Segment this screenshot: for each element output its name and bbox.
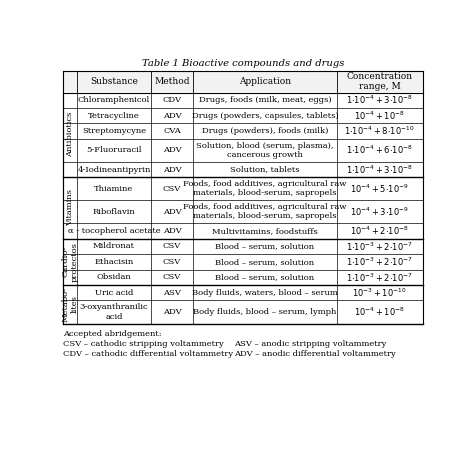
Text: ADV: ADV <box>163 208 182 216</box>
Bar <box>77 177 423 200</box>
Text: CVA: CVA <box>163 127 181 135</box>
Text: Method: Method <box>154 77 190 86</box>
Text: $1{\cdot}10^{-4} + 6{\cdot}10^{-8}$: $1{\cdot}10^{-4} + 6{\cdot}10^{-8}$ <box>346 144 413 157</box>
Text: Table 1 Bioactive compounds and drugs: Table 1 Bioactive compounds and drugs <box>142 59 344 68</box>
Text: Metabo-
lites: Metabo- lites <box>62 287 79 322</box>
Text: ASV: ASV <box>163 289 181 297</box>
Text: Uric acid: Uric acid <box>95 289 133 297</box>
Text: Concentration
range, M: Concentration range, M <box>346 72 413 91</box>
Text: Solution, tablets: Solution, tablets <box>230 166 300 174</box>
Text: Solution, blood (serum, plasma),
cancerous growth: Solution, blood (serum, plasma), cancero… <box>196 142 334 159</box>
Text: Application: Application <box>239 77 291 86</box>
Bar <box>77 239 423 254</box>
Text: $10^{-4} + 10^{-8}$: $10^{-4} + 10^{-8}$ <box>354 306 405 318</box>
Bar <box>77 123 423 139</box>
Text: Drugs, foods (milk, meat, eggs): Drugs, foods (milk, meat, eggs) <box>199 96 331 104</box>
Text: Thiamine: Thiamine <box>94 185 134 193</box>
Bar <box>77 270 423 285</box>
Bar <box>77 200 423 223</box>
Text: Tetracycline: Tetracycline <box>88 112 140 120</box>
Text: $1{\cdot}10^{-3} + 2{\cdot}10^{-7}$: $1{\cdot}10^{-3} + 2{\cdot}10^{-7}$ <box>346 256 413 268</box>
Text: $10^{-4} + 3{\cdot}10^{-9}$: $10^{-4} + 3{\cdot}10^{-9}$ <box>350 206 409 218</box>
Text: Vitamins: Vitamins <box>66 189 74 226</box>
Text: Foods, food additives, agricultural raw
materials, blood-serum, sapropels: Foods, food additives, agricultural raw … <box>183 203 346 220</box>
Bar <box>77 108 423 123</box>
Text: 4-Iodineantipyrin: 4-Iodineantipyrin <box>77 166 151 174</box>
Text: $1{\cdot}10^{-4} + 8{\cdot}10^{-10}$: $1{\cdot}10^{-4} + 8{\cdot}10^{-10}$ <box>345 125 415 137</box>
Text: ADV: ADV <box>163 112 182 120</box>
Text: α - tocopherol acetate: α - tocopherol acetate <box>68 227 160 235</box>
Text: Riboflavin: Riboflavin <box>92 208 135 216</box>
Text: Substance: Substance <box>90 77 138 86</box>
Text: CDV: CDV <box>163 96 182 104</box>
Text: Cardio-
protectos: Cardio- protectos <box>62 242 79 282</box>
Text: $1{\cdot}10^{-3} + 2{\cdot}10^{-7}$: $1{\cdot}10^{-3} + 2{\cdot}10^{-7}$ <box>346 271 413 284</box>
Text: Foods, food additives, agricultural raw
materials, blood-serum, sapropels: Foods, food additives, agricultural raw … <box>183 180 346 198</box>
Text: ADV: ADV <box>163 146 182 154</box>
Bar <box>77 139 423 162</box>
Text: Blood – serum, solution: Blood – serum, solution <box>216 243 315 251</box>
Text: CSV: CSV <box>163 243 181 251</box>
Text: CDV – cathodic differential voltammetry: CDV – cathodic differential voltammetry <box>63 350 233 358</box>
Bar <box>63 177 77 239</box>
Text: Drugs (powders), foods (milk): Drugs (powders), foods (milk) <box>202 127 328 135</box>
Text: Obsidan: Obsidan <box>97 273 131 281</box>
Text: $1{\cdot}10^{-3} + 2{\cdot}10^{-7}$: $1{\cdot}10^{-3} + 2{\cdot}10^{-7}$ <box>346 240 413 253</box>
Text: $10^{-4} + 10^{-8}$: $10^{-4} + 10^{-8}$ <box>354 109 405 122</box>
Text: ADV: ADV <box>163 227 182 235</box>
Text: Blood – serum, solution: Blood – serum, solution <box>216 258 315 266</box>
Bar <box>77 223 423 239</box>
Text: Ethacisin: Ethacisin <box>94 258 134 266</box>
Text: $1{\cdot}10^{-4} + 3{\cdot}10^{-8}$: $1{\cdot}10^{-4} + 3{\cdot}10^{-8}$ <box>346 94 413 106</box>
Text: Multivitamins, foodstuffs: Multivitamins, foodstuffs <box>212 227 318 235</box>
Bar <box>63 93 77 177</box>
Bar <box>63 285 77 324</box>
Text: CSV – cathodic stripping voltammetry: CSV – cathodic stripping voltammetry <box>63 340 224 348</box>
Bar <box>77 285 423 301</box>
Text: ADV – anodic differential voltammetry: ADV – anodic differential voltammetry <box>234 350 395 358</box>
Bar <box>63 239 77 285</box>
Text: Antibiotics: Antibiotics <box>66 112 74 158</box>
Text: Mildronat: Mildronat <box>93 243 135 251</box>
Text: 5-Fluoruracil: 5-Fluoruracil <box>86 146 142 154</box>
Text: ADV: ADV <box>163 166 182 174</box>
Text: $10^{-4} + 2{\cdot}10^{-8}$: $10^{-4} + 2{\cdot}10^{-8}$ <box>350 225 409 237</box>
Bar <box>63 71 423 93</box>
Text: $10^{-4} + 5{\cdot}10^{-9}$: $10^{-4} + 5{\cdot}10^{-9}$ <box>350 183 409 195</box>
Bar <box>77 93 423 108</box>
Bar <box>77 162 423 177</box>
Text: Body fluids, waters, blood – serum: Body fluids, waters, blood – serum <box>192 289 338 297</box>
Text: $10^{-3} + 10^{-10}$: $10^{-3} + 10^{-10}$ <box>352 287 407 299</box>
Text: Streptomycyne: Streptomycyne <box>82 127 146 135</box>
Text: ASV – anodic stripping voltammetry: ASV – anodic stripping voltammetry <box>234 340 386 348</box>
Text: 3-oxyanthranilic
acid: 3-oxyanthranilic acid <box>80 303 148 320</box>
Text: CSV: CSV <box>163 258 181 266</box>
Text: Accepted abridgement:: Accepted abridgement: <box>63 330 162 338</box>
Text: $1{\cdot}10^{-4} + 3{\cdot}10^{-8}$: $1{\cdot}10^{-4} + 3{\cdot}10^{-8}$ <box>346 163 413 176</box>
Text: CSV: CSV <box>163 273 181 281</box>
Text: Chloramphenicol: Chloramphenicol <box>78 96 150 104</box>
Text: CSV: CSV <box>163 185 181 193</box>
Bar <box>77 254 423 270</box>
Text: ADV: ADV <box>163 308 182 316</box>
Text: Body fluids, blood – serum, lymph: Body fluids, blood – serum, lymph <box>193 308 337 316</box>
Text: Drugs (powders, capsules, tablets): Drugs (powders, capsules, tablets) <box>191 112 338 120</box>
Text: Blood – serum, solution: Blood – serum, solution <box>216 273 315 281</box>
Bar <box>77 301 423 324</box>
